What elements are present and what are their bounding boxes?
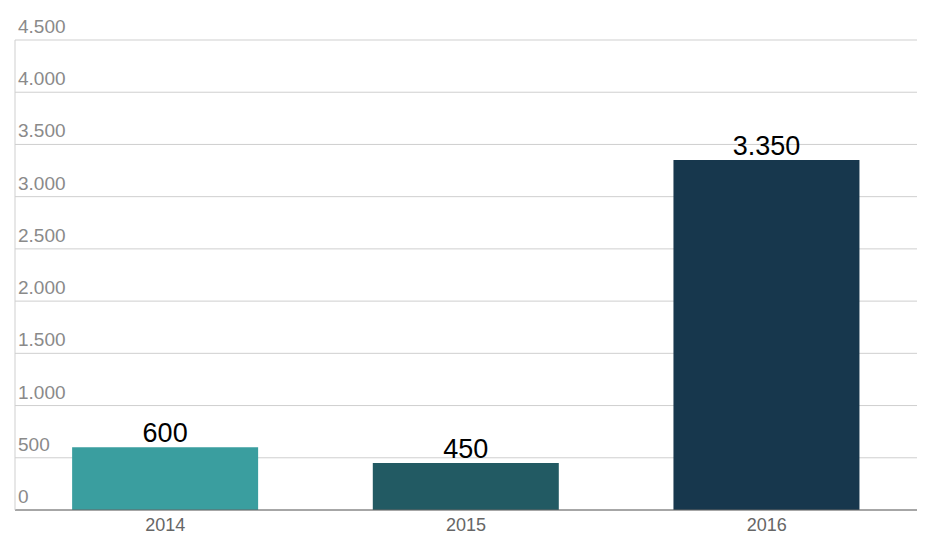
svg-text:0: 0 <box>18 486 29 507</box>
svg-text:2.500: 2.500 <box>18 225 66 246</box>
svg-text:3.350: 3.350 <box>733 131 801 161</box>
svg-text:1.500: 1.500 <box>18 329 66 350</box>
svg-text:500: 500 <box>18 434 50 455</box>
svg-text:3.000: 3.000 <box>18 173 66 194</box>
svg-text:2014: 2014 <box>145 515 185 535</box>
svg-text:4.500: 4.500 <box>18 16 66 37</box>
svg-text:600: 600 <box>143 418 188 448</box>
svg-text:450: 450 <box>443 434 488 464</box>
svg-text:4.000: 4.000 <box>18 68 66 89</box>
svg-text:2016: 2016 <box>747 515 787 535</box>
svg-text:2015: 2015 <box>446 515 486 535</box>
svg-text:1.000: 1.000 <box>18 382 66 403</box>
svg-text:3.500: 3.500 <box>18 120 66 141</box>
svg-text:2.000: 2.000 <box>18 277 66 298</box>
